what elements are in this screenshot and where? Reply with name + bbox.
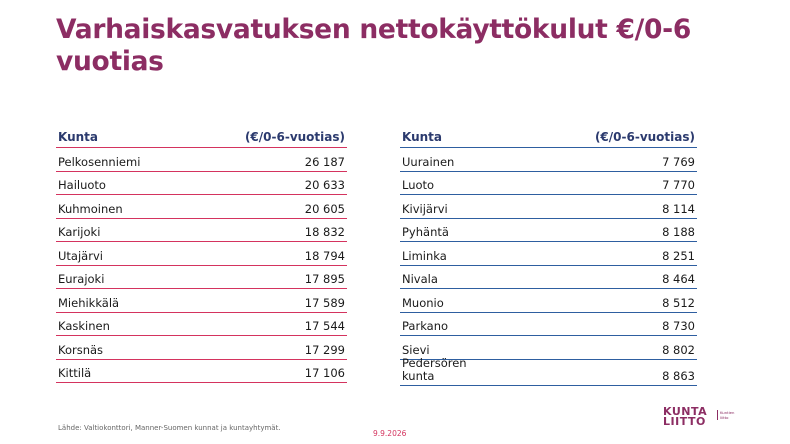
table-row: Kittilä 17 106 [56,360,347,383]
table-row: Utajärvi 18 794 [56,242,347,266]
table-row: Sievi 8 802 [400,336,697,360]
municipality-name: Kuhmoinen [58,201,123,216]
municipality-name: Kivijärvi [402,201,448,216]
cost-value: 8 188 [662,225,695,239]
municipality-name: Hailuoto [58,178,106,192]
municipality-name: Parkano [402,319,449,333]
municipality-name: Kittilä [58,366,92,380]
municipality-name: Uurainen [402,154,455,169]
cost-value: 8 802 [662,342,695,357]
table-row: Eurajoki 17 895 [56,266,347,289]
table-row: Pyhäntä 8 188 [400,219,697,242]
municipality-name: Liminka [402,248,447,263]
municipality-name: Eurajoki [58,272,105,286]
table-row: Hailuoto 20 633 [56,172,347,195]
logo-wordmark: KUNTA LIITTO [663,405,708,428]
cost-value: 8 512 [662,295,695,310]
right-table: Kunta (€/0-6-vuotias) Uurainen 7 769 Luoto… [400,126,697,386]
cost-value: 7 770 [662,178,695,192]
table-header: Kunta (€/0-6-vuotias) [56,126,347,148]
table-row: Kuhmoinen 20 605 [56,195,347,219]
cost-value: 20 605 [304,201,345,216]
table-header: Kunta (€/0-6-vuotias) [400,126,697,148]
cost-value: 8 251 [662,248,695,263]
cost-value: 17 299 [304,342,345,357]
cost-value: 17 544 [304,319,345,333]
cost-value: 26 187 [304,154,345,169]
header-kunta: Kunta [58,130,99,144]
table-row: Korsnäs 17 299 [56,336,347,360]
cost-value: 17 106 [304,366,345,380]
table-row: Karijoki 18 832 [56,219,347,242]
table-row: Kivijärvi 8 114 [400,195,697,219]
cost-value: 8 730 [662,319,695,333]
table-row: Liminka 8 251 [400,242,697,266]
table-row: Pedersören kunta 8 863 [400,355,697,386]
municipality-name: Karijoki [58,225,101,239]
header-value: (€/0-6-vuotias) [244,130,345,144]
table-row: Nivala 8 464 [400,266,697,289]
municipality-name: Pedersören kunta [402,355,467,383]
table-row: Pelkosenniemi 26 187 [56,148,347,172]
municipality-name: Pelkosenniemi [58,154,141,169]
municipality-name: Muonio [402,295,444,310]
cost-value: 8 114 [662,201,695,216]
header-value: (€/0-6-vuotias) [594,130,695,144]
page-title: Varhaiskasvatuksen nettokäyttökulut €/0-… [56,14,691,77]
left-table: Kunta (€/0-6-vuotias) Pelkosenniemi 26 18… [56,126,347,383]
municipality-name: Utajärvi [58,248,103,263]
table-row: Uurainen 7 769 [400,148,697,172]
municipality-name: Miehikkälä [58,295,120,310]
header-kunta: Kunta [402,130,443,144]
kuntaliitto-logo: KUNTA LIITTO Kuntien liitto [663,405,751,428]
municipality-name: Sievi [402,342,430,357]
cost-value: 8 464 [662,272,695,286]
table-row: Muonio 8 512 [400,289,697,313]
cost-value: 8 863 [662,368,695,383]
cost-value: 18 832 [304,225,345,239]
table-row: Kaskinen 17 544 [56,313,347,336]
municipality-name: Korsnäs [58,342,104,357]
municipality-name: Luoto [402,178,435,192]
municipality-name: Kaskinen [58,319,110,333]
table-row: Parkano 8 730 [400,313,697,336]
cost-value: 18 794 [304,248,345,263]
cost-value: 7 769 [662,154,695,169]
municipality-name: Pyhäntä [402,225,449,239]
municipality-name: Nivala [402,272,438,286]
cost-value: 17 895 [304,272,345,286]
table-row: Luoto 7 770 [400,172,697,195]
cost-value: 20 633 [304,178,345,192]
date-label: 9.9.2026 [373,429,407,438]
cost-value: 17 589 [304,295,345,310]
logo-tagline: Kuntien liitto [717,410,734,420]
source-note: Lähde: Valtiokonttori, Manner-Suomen kun… [58,424,281,432]
table-row: Miehikkälä 17 589 [56,289,347,313]
